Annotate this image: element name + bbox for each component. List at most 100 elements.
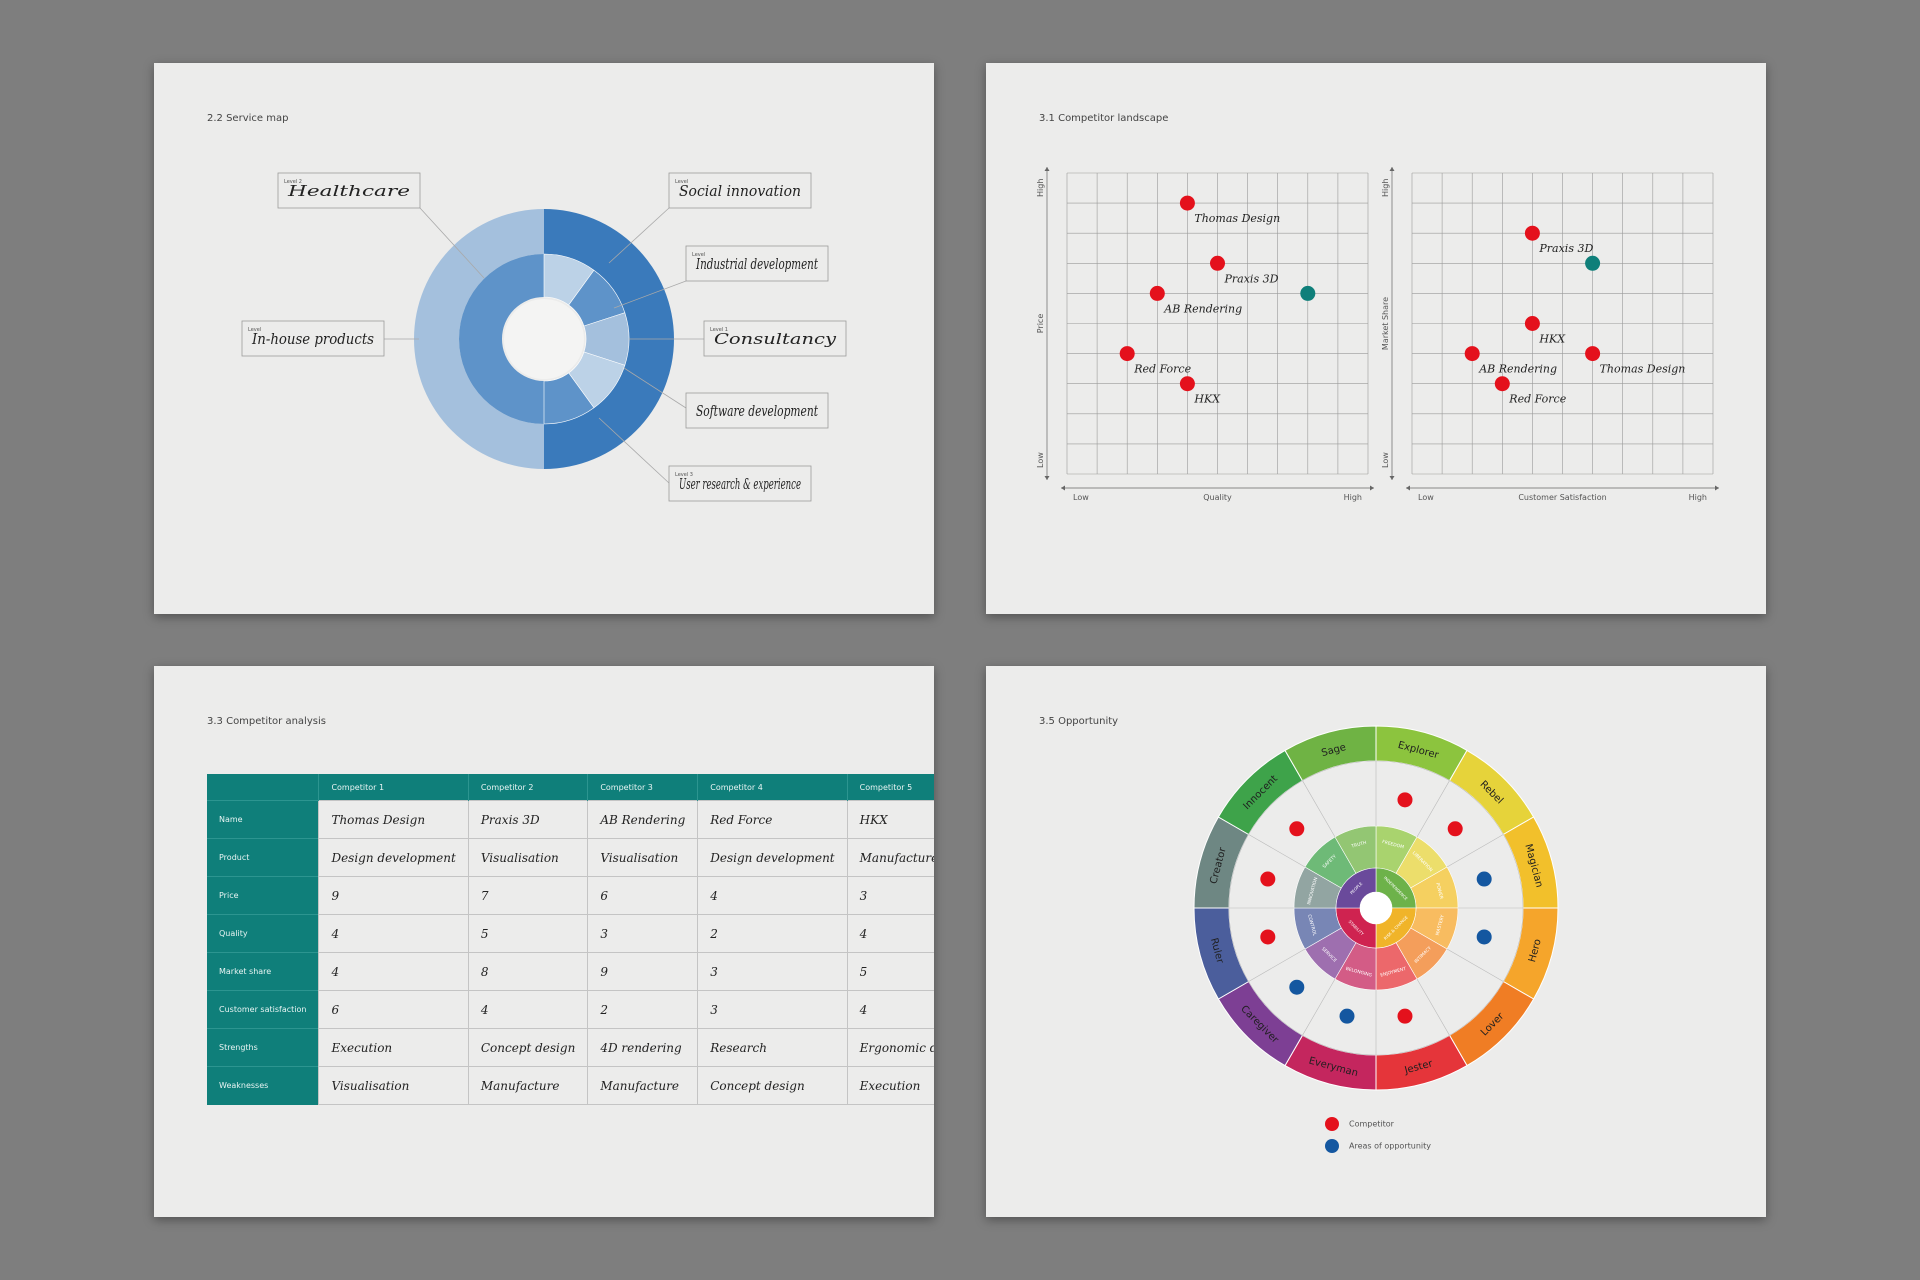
value-label: FREEDOM [1381, 839, 1404, 851]
divider-line [1302, 780, 1336, 838]
data-point [1300, 285, 1316, 301]
table-cell: Design development [318, 838, 469, 877]
row-header: Market share [207, 952, 319, 991]
table-row: Strengths Execution Concept design 4D rende… [207, 1028, 934, 1067]
data-point-label: Red Force [1508, 393, 1566, 406]
table-cell: 4 [846, 990, 934, 1029]
slide-title: 3.3 Competitor analysis [207, 716, 326, 727]
label-level: Level [675, 179, 688, 185]
middle-ring-left [459, 254, 544, 424]
x-tick-high: High [1689, 493, 1707, 502]
value-label: POWER [1434, 882, 1444, 900]
table-cell: Research [697, 1028, 848, 1067]
table-cell: 4D rendering [587, 1028, 699, 1067]
label-box [277, 172, 421, 209]
table-cell: 8 [467, 952, 589, 991]
table-row: Product Design development Visualisation Vi… [207, 838, 934, 877]
label-box [685, 392, 829, 429]
table-cell: Execution [846, 1066, 934, 1105]
data-point [1179, 376, 1195, 392]
value-label: TRUTH [1350, 840, 1367, 850]
table-row: Price 9 7 6 4 3 [207, 876, 934, 915]
outer-ring-right [544, 209, 674, 469]
column-header: Competitor 4 [697, 774, 848, 801]
y-axis-label: Price [1036, 314, 1045, 334]
table-cell: 5 [846, 952, 934, 991]
middle-ring-segment [543, 372, 595, 425]
leader-line [598, 417, 670, 484]
label-name: Healthcare [287, 182, 411, 200]
label-box [703, 320, 847, 357]
row-header: Product [207, 838, 319, 877]
slide-title: 2.2 Service map [207, 113, 289, 124]
arrow-down-icon [1389, 476, 1395, 480]
scatter-chart-1: Low High Quality Low High Price Thomas Design P… [1036, 167, 1374, 502]
y-tick-high: High [1036, 179, 1045, 197]
divider-line [1302, 978, 1336, 1036]
table-cell: Concept design [467, 1028, 589, 1067]
table-cell: Visualisation [467, 838, 589, 877]
table-cell: 4 [697, 876, 848, 915]
marker-dot [1260, 929, 1276, 945]
legend-dot-icon [1325, 1117, 1339, 1131]
label-box [241, 320, 385, 357]
data-point-label: AB Rendering [1478, 363, 1557, 376]
data-point [1210, 255, 1225, 271]
table-cell: Thomas Design [318, 800, 469, 839]
row-header: Quality [207, 914, 319, 953]
data-point [1524, 316, 1540, 331]
divider-line [1446, 834, 1504, 868]
table-cell: 7 [467, 876, 589, 915]
table-row: Customer satisfaction 6 4 2 3 4 [207, 990, 934, 1029]
x-tick-low: Low [1418, 493, 1434, 502]
divider-line [1248, 948, 1306, 982]
table-cell: 4 [467, 990, 589, 1029]
table-cell: 6 [318, 990, 469, 1029]
x-tick-high: High [1344, 493, 1362, 502]
slide-title: 3.1 Competitor landscape [1039, 113, 1169, 124]
table-cell: 4 [318, 952, 469, 991]
data-point-label: AB Rendering [1163, 302, 1242, 315]
x-tick-low: Low [1073, 493, 1089, 502]
data-point [1119, 346, 1135, 362]
legend-label: Areas of opportunity [1349, 1141, 1431, 1151]
table-row: Weaknesses Visualisation Manufacture Manufa… [207, 1066, 934, 1105]
arrow-right-icon [1370, 485, 1374, 491]
row-header: Price [207, 876, 319, 915]
marker-dot [1397, 792, 1413, 808]
table-cell: 9 [587, 952, 699, 991]
arrow-down-icon [1044, 476, 1050, 480]
table-cell: Concept design [697, 1066, 848, 1105]
label-name: User research & experience [679, 475, 801, 493]
data-point [1585, 346, 1601, 362]
scatter-chart-2: Low High Customer Satisfaction Low High Marke… [1381, 167, 1719, 502]
slide-opportunity: 3.5 Opportunity Explorer FREEDOM Rebel LIBE… [986, 666, 1766, 1217]
divider-line [1446, 948, 1504, 982]
table-cell: 9 [318, 876, 469, 915]
competitor-scatter-charts: Low High Quality Low High Price Thomas Design P… [1036, 167, 1719, 502]
data-point [1179, 195, 1195, 211]
row-header: Weaknesses [207, 1066, 319, 1105]
donut-hole [504, 299, 584, 379]
data-point-label: Red Force [1133, 363, 1191, 376]
table-cell: 5 [467, 914, 589, 953]
table-cell: Visualisation [587, 838, 699, 877]
data-point [1494, 376, 1510, 392]
table-cell: Visualisation [318, 1066, 469, 1105]
table-corner [207, 774, 320, 801]
data-point [1524, 225, 1540, 241]
marker-dot [1260, 871, 1276, 887]
slide-competitor-landscape: 3.1 Competitor landscape Low High Quality L… [986, 63, 1766, 614]
label-box [668, 172, 812, 209]
marker-dot [1289, 821, 1305, 837]
row-header: Customer satisfaction [207, 990, 319, 1029]
table-cell: Manufacture partner [846, 838, 934, 877]
slide-service-map: 2.2 Service map Level 2 Healthcare Level So… [154, 63, 934, 614]
label-box [668, 465, 812, 502]
leader-line [419, 207, 485, 279]
divider-line [1416, 780, 1450, 838]
marker-dot [1476, 871, 1492, 887]
label-level: Level 2 [284, 179, 302, 185]
